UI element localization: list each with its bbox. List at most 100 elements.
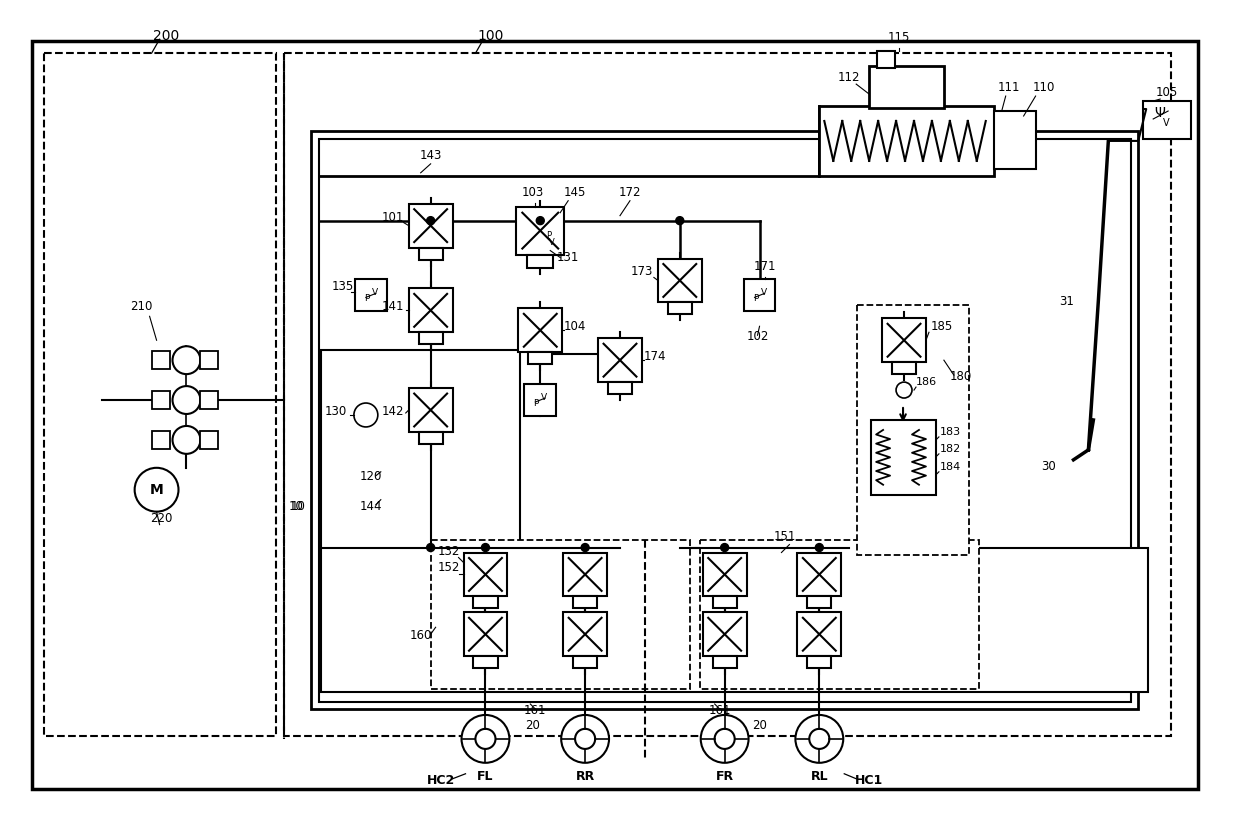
Text: 174: 174	[644, 351, 666, 363]
Bar	[563, 612, 608, 656]
Bar	[892, 362, 916, 374]
Bar	[667, 302, 692, 314]
Bar	[151, 431, 170, 449]
Circle shape	[714, 729, 734, 749]
Bar	[201, 391, 218, 409]
Bar	[797, 553, 841, 596]
Text: P: P	[365, 294, 370, 303]
Circle shape	[795, 715, 843, 763]
Circle shape	[536, 217, 544, 225]
Bar	[409, 388, 453, 432]
Text: Ψ: Ψ	[1154, 106, 1166, 120]
Bar	[525, 384, 557, 416]
Text: 103: 103	[521, 186, 543, 199]
Text: 20: 20	[525, 719, 539, 732]
Circle shape	[475, 729, 496, 749]
Text: M: M	[150, 483, 164, 497]
Bar	[993, 111, 1035, 169]
Bar	[409, 204, 453, 248]
Text: 110: 110	[1033, 81, 1055, 94]
Text: 130: 130	[325, 405, 347, 418]
Text: FL: FL	[477, 770, 494, 783]
Text: 142: 142	[382, 405, 404, 418]
Text: 135: 135	[332, 281, 355, 293]
Bar	[419, 432, 443, 444]
Text: 10: 10	[289, 500, 304, 512]
Circle shape	[816, 544, 823, 552]
Bar	[151, 391, 170, 409]
Circle shape	[353, 403, 378, 427]
Text: 101: 101	[382, 211, 404, 223]
Text: 160: 160	[409, 629, 432, 642]
Bar	[872, 420, 936, 495]
Bar	[474, 656, 497, 668]
Text: 31: 31	[1059, 296, 1074, 309]
Circle shape	[461, 715, 510, 763]
Bar	[877, 51, 895, 68]
Bar	[1143, 101, 1192, 139]
Bar	[713, 656, 737, 668]
Text: 210: 210	[130, 300, 153, 314]
Bar	[419, 333, 443, 344]
Bar	[474, 596, 497, 608]
Bar	[598, 338, 642, 382]
Bar	[201, 431, 218, 449]
Text: 143: 143	[419, 149, 441, 162]
Circle shape	[427, 217, 435, 225]
Bar	[703, 612, 746, 656]
Circle shape	[582, 544, 589, 552]
Bar	[321, 351, 521, 549]
Text: 186: 186	[915, 377, 936, 387]
Circle shape	[562, 715, 609, 763]
Bar	[409, 288, 453, 333]
Bar	[284, 53, 1171, 736]
Text: HC2: HC2	[427, 773, 455, 787]
Circle shape	[810, 729, 830, 749]
Text: 111: 111	[997, 81, 1021, 94]
Text: 185: 185	[931, 320, 954, 333]
Circle shape	[701, 715, 749, 763]
Bar	[713, 596, 737, 608]
Text: V: V	[549, 238, 556, 247]
Text: V: V	[372, 288, 378, 297]
Bar	[464, 553, 507, 596]
Bar	[744, 279, 775, 311]
Text: 184: 184	[940, 461, 961, 472]
Bar	[319, 139, 1131, 702]
Circle shape	[135, 468, 179, 511]
Text: 100: 100	[477, 30, 503, 44]
Bar	[355, 279, 387, 311]
Circle shape	[172, 346, 201, 374]
Text: P: P	[546, 231, 551, 240]
Bar	[797, 612, 841, 656]
Bar	[608, 382, 632, 394]
Text: V: V	[1163, 118, 1169, 128]
Text: 115: 115	[888, 31, 910, 44]
Bar	[518, 309, 562, 352]
Bar	[563, 553, 608, 596]
Text: 141: 141	[382, 300, 404, 314]
Circle shape	[897, 382, 911, 398]
Text: 120: 120	[360, 470, 382, 483]
Text: 183: 183	[940, 427, 961, 437]
Text: RL: RL	[811, 770, 828, 783]
Bar	[820, 106, 993, 176]
Text: 220: 220	[150, 511, 172, 525]
Text: V: V	[760, 288, 766, 297]
Bar	[516, 207, 564, 255]
Bar	[201, 351, 218, 369]
Text: V: V	[541, 392, 547, 401]
Bar	[311, 131, 1138, 709]
Circle shape	[481, 544, 490, 552]
Bar	[464, 612, 507, 656]
Bar	[857, 305, 968, 554]
Bar	[528, 352, 552, 365]
Text: 144: 144	[360, 500, 382, 512]
Bar	[807, 656, 831, 668]
Text: 104: 104	[564, 320, 587, 333]
Text: 172: 172	[619, 186, 641, 199]
Circle shape	[172, 426, 201, 454]
Text: 105: 105	[1156, 86, 1178, 99]
Bar	[430, 539, 689, 689]
Text: 131: 131	[557, 250, 579, 264]
